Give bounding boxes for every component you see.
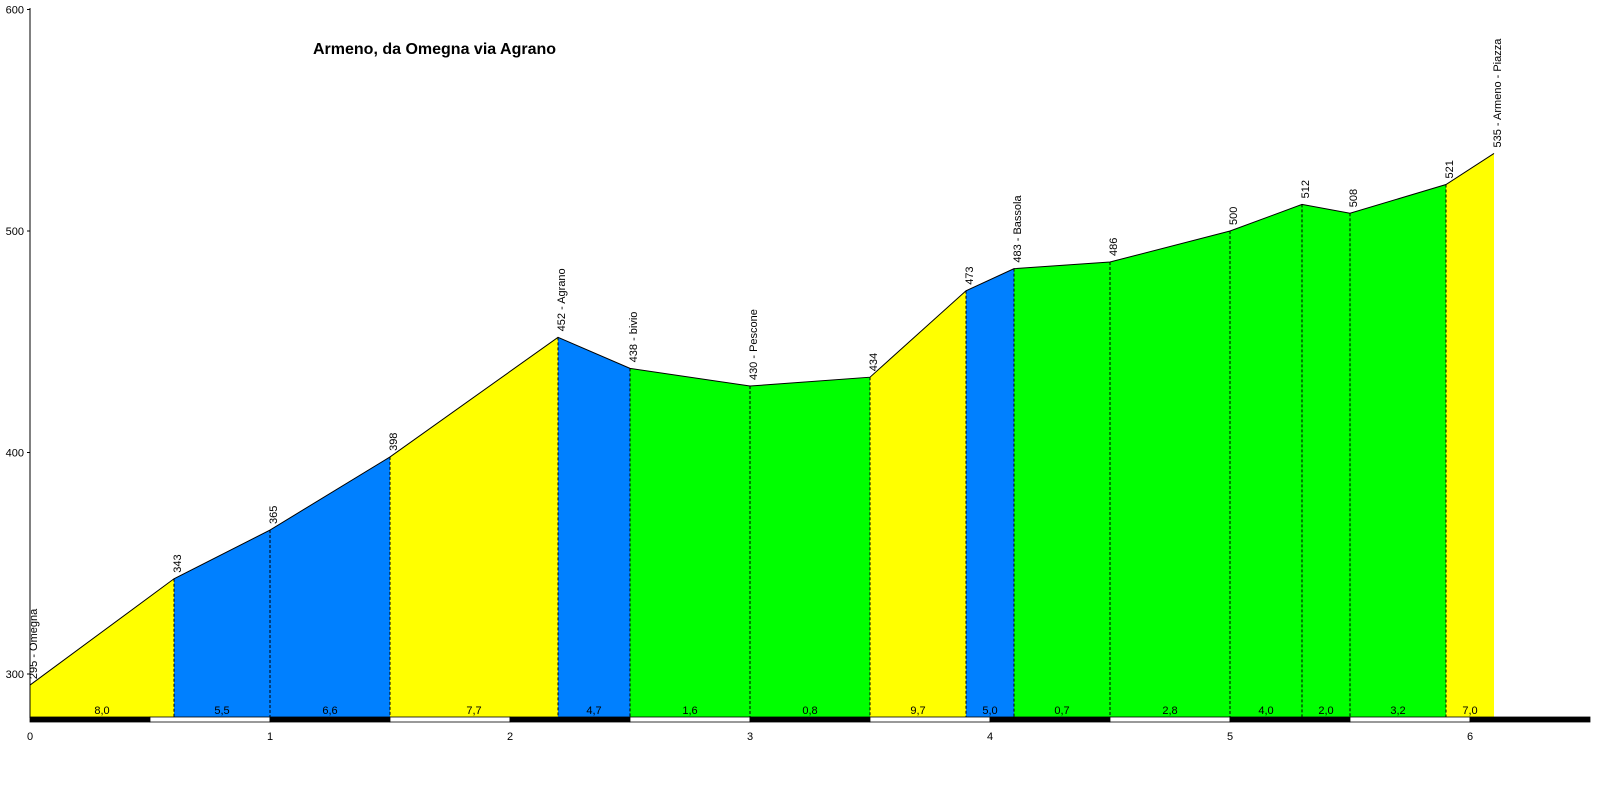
segment-area [1350, 184, 1446, 719]
scale-bar-block [1349, 716, 1471, 723]
segment-area [630, 368, 750, 718]
point-label: 500 [1228, 207, 1240, 225]
scale-bar-block [149, 716, 271, 723]
point-label: 295 - Omegna [28, 608, 40, 679]
segment-area [966, 268, 1014, 718]
x-tick-label: 6 [1467, 731, 1473, 743]
elevation-line [29, 153, 1495, 686]
segment-areas [30, 153, 1494, 719]
gradient-label: 1,6 [682, 705, 697, 717]
scale-bar-block [509, 716, 631, 723]
point-label: 434 [868, 353, 880, 371]
gradient-label: 4,0 [1258, 705, 1273, 717]
point-label: 486 [1108, 238, 1120, 256]
x-tick-label: 4 [987, 731, 993, 743]
scale-bar-block [29, 716, 151, 723]
x-tick-label: 0 [27, 731, 33, 743]
x-tick-label: 2 [507, 731, 513, 743]
point-label: 473 [964, 266, 976, 284]
scale-bar-block [1469, 716, 1591, 723]
point-label: 430 - Pescone [748, 309, 760, 380]
segment-area [30, 578, 174, 718]
gradient-labels: 8,0 5,5 6,6 7,7 4,7 1,6 0,8 9,7 5,0 0,7 2,8 4,0 2,0 3… [94, 705, 1477, 717]
point-label: 483 - Bassola [1012, 195, 1024, 263]
point-label: 508 [1348, 189, 1360, 207]
scale-bar-block [989, 716, 1111, 723]
point-label: 535 - Armeno - Piazza [1492, 38, 1504, 148]
gradient-label: 0,7 [1054, 705, 1069, 717]
gradient-label: 0,8 [802, 705, 817, 717]
point-label: 398 [388, 433, 400, 451]
gradient-label: 8,0 [94, 705, 109, 717]
y-tick-label: 400 [6, 448, 24, 460]
scale-bar-block [1109, 716, 1231, 723]
gradient-label: 7,7 [466, 705, 481, 717]
gradient-label: 5,0 [982, 705, 997, 717]
segment-area [1446, 153, 1494, 719]
point-label: 343 [172, 554, 184, 572]
gradient-label: 2,8 [1162, 705, 1177, 717]
scale-bar-block [1229, 716, 1351, 723]
segment-area [1230, 204, 1302, 719]
x-tick-label: 1 [267, 731, 273, 743]
segment-dividers [173, 184, 1447, 718]
point-label: 521 [1444, 160, 1456, 178]
segment-area [1014, 262, 1110, 718]
gradient-label: 2,0 [1318, 705, 1333, 717]
segment-area [270, 456, 390, 718]
segment-area [174, 530, 270, 718]
x-tick-label: 3 [747, 731, 753, 743]
segment-area [1110, 231, 1230, 718]
gradient-label: 7,0 [1462, 705, 1477, 717]
point-label: 365 [268, 506, 280, 524]
point-label: 452 - Agrano [556, 268, 568, 331]
gradient-label: 3,2 [1390, 705, 1405, 717]
gradient-label: 5,5 [214, 705, 229, 717]
point-labels: 295 - Omegna 343 365 398 452 - Agrano 438 - b… [28, 38, 1504, 679]
scale-bar-block [269, 716, 391, 723]
scale-bar-block [749, 716, 871, 723]
scale-bar-block [389, 716, 511, 723]
point-label: 512 [1300, 180, 1312, 198]
segment-area [390, 337, 558, 718]
y-tick-label: 300 [6, 669, 24, 681]
y-tick-label: 500 [6, 226, 24, 238]
x-tick-label: 5 [1227, 731, 1233, 743]
y-tick-label: 600 [6, 5, 24, 17]
segment-area [750, 377, 870, 718]
gradient-label: 6,6 [322, 705, 337, 717]
segment-area [870, 290, 966, 718]
chart-title: Armeno, da Omegna via Agrano [313, 41, 556, 58]
segment-area [1302, 204, 1350, 719]
x-axis-ticks: 0 1 2 3 4 5 6 [27, 731, 1473, 743]
gradient-label: 4,7 [586, 705, 601, 717]
y-axis: 300 400 500 600 [6, 5, 31, 718]
scale-bar-block [869, 716, 991, 723]
scale-bar-block [629, 716, 751, 723]
segment-area [558, 337, 630, 718]
gradient-label: 9,7 [910, 705, 925, 717]
distance-scale-bar [29, 716, 1591, 723]
point-label: 438 - bivio [628, 312, 640, 363]
